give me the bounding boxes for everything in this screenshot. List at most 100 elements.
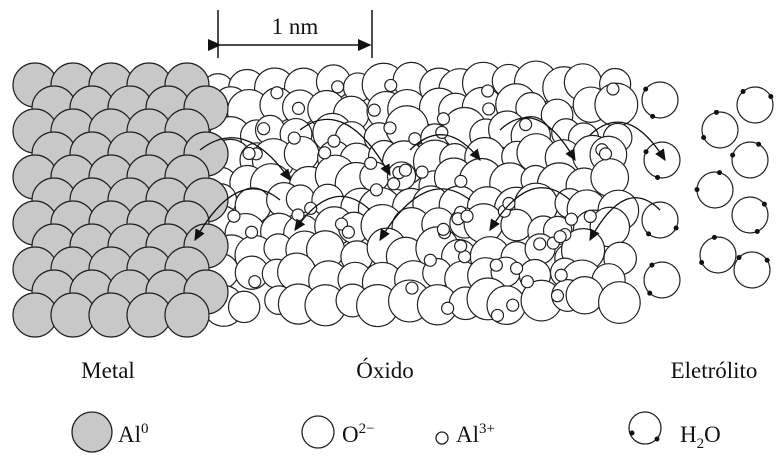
al-ion [367,103,381,117]
legend-water-h [654,436,660,442]
oxygen-ion [227,290,261,324]
al-ion [553,230,567,244]
al-ion [331,80,345,94]
transport-arrow [194,188,281,242]
transport-arrow [299,118,391,177]
al-ion [291,208,305,222]
al-ion [489,258,503,272]
oxygen-ion [565,276,604,315]
al-ion [227,209,241,223]
al-ion [533,237,547,251]
legend-metal [71,411,113,453]
water [699,236,737,274]
water-h [713,109,719,115]
al-ion [242,146,256,161]
al-ion [502,196,516,211]
al-ion [550,289,565,303]
water [643,141,681,179]
water-h [646,231,652,237]
legend-water-h [629,430,635,436]
water-h [717,170,723,176]
transport-arrow [199,137,291,182]
al-ion [509,261,524,275]
al-ion [248,275,262,289]
water [731,141,769,179]
water [643,261,681,299]
transport-arrow [409,134,481,162]
legend-oxygen [301,415,335,449]
water-h [649,262,655,268]
legend-al-ion [435,431,449,445]
water-h [756,141,762,147]
arrows [194,117,666,242]
al-ion [482,102,496,116]
al-ion [506,298,520,312]
al-ion [318,146,332,160]
legend-label: Al3+ [456,421,495,447]
water [731,196,769,234]
water-h [694,187,700,193]
al-ion [454,174,468,188]
water-h [764,257,770,263]
metal-atom [126,292,172,338]
legend-label: Al0 [118,421,149,447]
legend-water [628,411,662,445]
transport-arrow [589,197,661,242]
water-h [699,259,705,265]
water-h [643,86,649,92]
transport-arrow [499,117,576,162]
water-h [643,149,649,155]
water [696,171,734,209]
al-ion [520,275,534,289]
al-ion [554,268,568,282]
water-h [655,174,661,180]
region-label: Óxido [356,357,414,383]
al-ion [564,212,579,226]
al-ion [481,84,495,98]
water-h [673,225,679,231]
al-ion [387,177,401,191]
water-h [701,134,707,140]
al-ion [398,163,413,177]
al-ion [244,225,259,239]
water [701,111,739,149]
water [733,251,771,289]
al-ion [423,253,437,267]
transport-arrow [589,121,666,162]
al-ion [436,112,451,126]
water-h [768,93,774,99]
al-ion [441,301,455,315]
scale-bar [208,10,373,58]
al-ion [598,147,613,161]
al-ion [454,239,468,253]
al-ion [383,121,397,135]
transport-arrow [379,188,471,242]
oxygen-ion [597,281,641,324]
water [641,201,679,239]
transport-arrow [294,195,371,232]
al-ion [287,131,301,145]
legend-label: H2O [680,422,721,452]
al-ion [304,201,318,215]
al-ion [460,209,474,223]
water [736,86,774,124]
water-h [740,89,746,95]
oxygen-ion [463,203,504,244]
water-h [730,152,736,158]
water-h [754,228,760,234]
region-label: Metal [81,358,135,383]
scale-label: 1 nm [272,14,319,39]
al-ion [270,86,284,100]
al-ion [583,209,597,224]
water-h [736,254,742,260]
water-h [761,201,767,207]
al-ion [291,101,306,115]
al-ion [364,156,378,170]
water-h [650,113,656,119]
al-ion [606,82,620,96]
water-h [711,234,717,240]
al-ion [490,308,505,323]
legend-label: O2− [342,421,375,447]
water-h [647,290,653,296]
